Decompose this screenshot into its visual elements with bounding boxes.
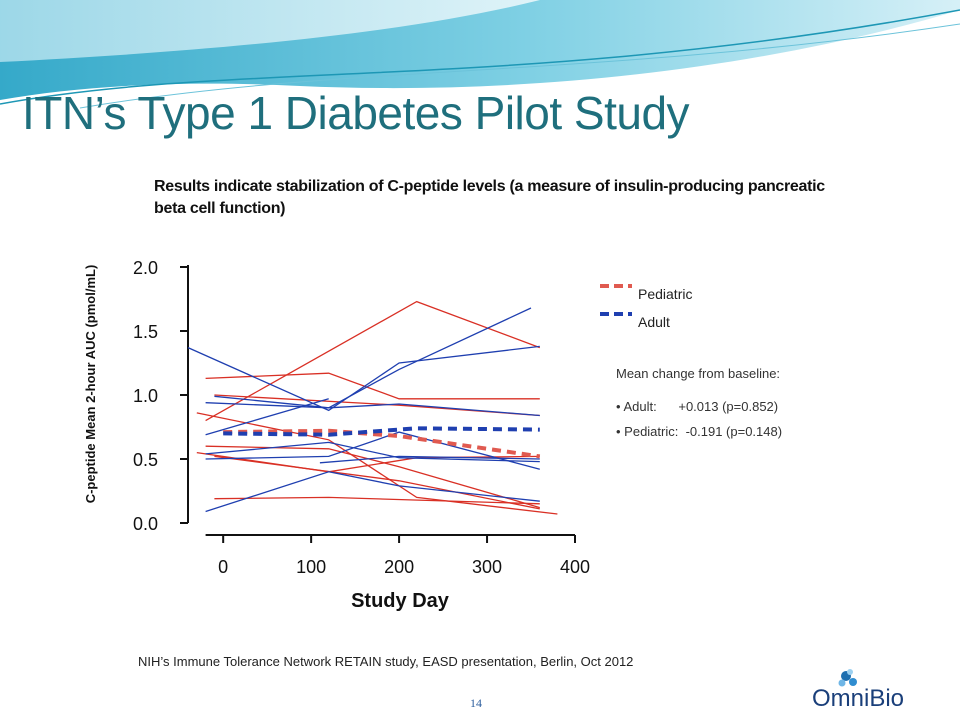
adult-mean-line bbox=[223, 426, 540, 437]
y-tick-label: 0.0 bbox=[133, 514, 158, 534]
pediatric-dash-swatch bbox=[600, 284, 632, 288]
x-tick-label: 300 bbox=[472, 557, 502, 577]
page-number: 14 bbox=[470, 696, 482, 710]
y-axis-title: C-peptide Mean 2-hour AUC (pmol/mL) bbox=[83, 265, 98, 504]
adult-individual-line bbox=[187, 345, 540, 412]
slide-title: ITN’s Type 1 Diabetes Pilot Study bbox=[22, 87, 690, 139]
x-tick-label: 200 bbox=[384, 557, 414, 577]
omnibio-logo: OmniBio bbox=[812, 669, 904, 712]
legend-label-adult: Adult bbox=[638, 314, 670, 330]
adult-individual-line bbox=[319, 455, 540, 464]
mean-change-panel: Mean change from baseline: • Adult: +0.0… bbox=[616, 366, 856, 449]
y-tick-label: 1.0 bbox=[133, 386, 158, 406]
header-wave-decoration bbox=[0, 0, 960, 109]
adult-individual-line bbox=[205, 431, 540, 470]
mean-change-heading: Mean change from baseline: bbox=[616, 366, 781, 381]
x-tick-label: 400 bbox=[560, 557, 590, 577]
x-tick-label: 0 bbox=[218, 557, 228, 577]
pediatric-change-stat: • Pediatric: -0.191 (p=0.148) bbox=[616, 424, 783, 439]
mean-series-group bbox=[223, 426, 541, 459]
c-peptide-line-chart: 0.0 0.5 1.0 1.5 2.0 0 100 200 300 400 Study Day C… bbox=[83, 258, 590, 612]
individual-series-group bbox=[187, 300, 558, 515]
source-citation: NIH’s Immune Tolerance Network RETAIN st… bbox=[138, 654, 634, 669]
pediatric-individual-line bbox=[205, 372, 540, 400]
y-tick-label: 1.5 bbox=[133, 322, 158, 342]
adult-individual-line bbox=[205, 307, 532, 409]
svg-text:OmniBio: OmniBio bbox=[812, 685, 904, 712]
pediatric-individual-line bbox=[196, 412, 558, 515]
adult-individual-line bbox=[205, 398, 329, 436]
pediatric-individual-line bbox=[205, 300, 541, 422]
pediatric-individual-line bbox=[214, 455, 540, 510]
adult-individual-line bbox=[205, 471, 540, 513]
chart-axes: 0.0 0.5 1.0 1.5 2.0 0 100 200 300 400 bbox=[133, 258, 590, 577]
x-axis-title: Study Day bbox=[351, 590, 450, 612]
y-tick-label: 2.0 bbox=[133, 258, 158, 278]
adult-dash-swatch bbox=[600, 312, 632, 316]
slide-subtitle: Results indicate stabilization of C-pept… bbox=[154, 178, 825, 217]
adult-change-stat: • Adult: +0.013 (p=0.852) bbox=[616, 399, 779, 414]
legend-label-pediatric: Pediatric bbox=[638, 286, 693, 302]
pediatric-individual-line bbox=[214, 496, 540, 505]
adult-individual-line bbox=[205, 441, 540, 463]
x-tick-label: 100 bbox=[296, 557, 326, 577]
adult-individual-line bbox=[214, 395, 540, 417]
y-tick-label: 0.5 bbox=[133, 450, 158, 470]
